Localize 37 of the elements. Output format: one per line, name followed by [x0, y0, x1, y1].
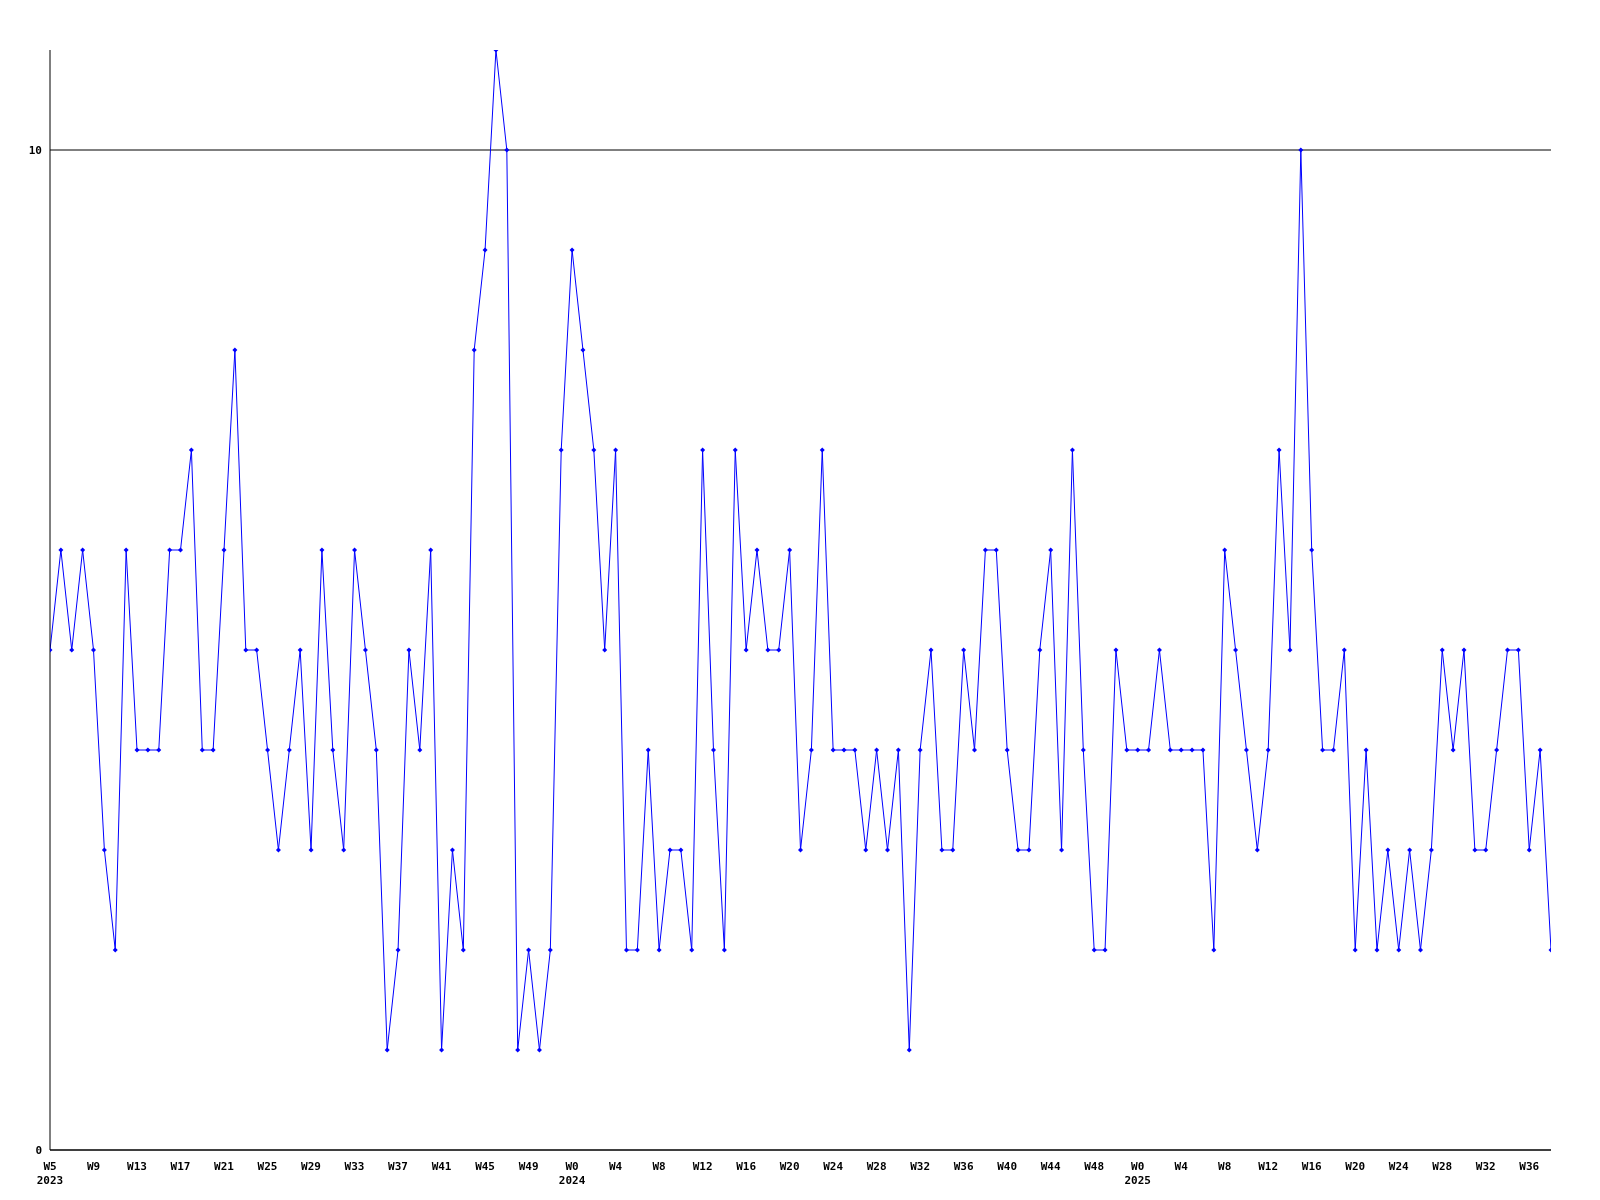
- x-tick-label: W17: [170, 1160, 191, 1173]
- x-tick-label: W12: [692, 1160, 713, 1173]
- x-tick-label: W41: [431, 1160, 452, 1173]
- x-tick-label: W24: [1388, 1160, 1410, 1173]
- x-tick-label: W12: [1258, 1160, 1279, 1173]
- x-tick-label: W9: [86, 1160, 101, 1173]
- x-tick-label: W37: [388, 1160, 408, 1173]
- x-tick-label: W8: [652, 1160, 666, 1173]
- x-tick-label: W13: [127, 1160, 147, 1173]
- x-tick-label: W20: [779, 1160, 800, 1173]
- x-tick-label: W4: [608, 1160, 623, 1173]
- x-tick-label: W8: [1218, 1160, 1232, 1173]
- x-tick-label: W36: [1519, 1160, 1540, 1173]
- x-tick-label: W40: [997, 1160, 1018, 1173]
- x-tick-label: W5 2023: [36, 1160, 64, 1187]
- x-tick-label: W28: [866, 1160, 887, 1173]
- x-tick-label: W24: [823, 1160, 844, 1173]
- y-tick-label: 0: [35, 1143, 42, 1157]
- x-tick-label: W0 2025: [1124, 1160, 1151, 1187]
- x-tick-label: W16: [1301, 1160, 1323, 1173]
- x-tick-label: W36: [953, 1160, 974, 1173]
- x-tick-label: W49: [518, 1160, 539, 1173]
- x-tick-label: W29: [301, 1160, 321, 1173]
- x-tick-label: W20: [1345, 1160, 1366, 1173]
- x-tick-label: W32: [1475, 1160, 1496, 1173]
- x-tick-label: W45: [475, 1160, 496, 1173]
- x-tick-label: W4: [1174, 1160, 1189, 1173]
- y-tick-label: 10: [28, 143, 42, 157]
- x-tick-label: W32: [910, 1160, 931, 1173]
- x-tick-label: W25: [257, 1160, 278, 1173]
- x-tick-label: W0 2024: [558, 1160, 586, 1187]
- x-tick-label: W28: [1432, 1160, 1453, 1173]
- x-tick-label: W33: [344, 1160, 365, 1173]
- x-tick-label: W48: [1084, 1160, 1105, 1173]
- x-tick-label: W44: [1040, 1160, 1061, 1173]
- x-tick-label: W16: [736, 1160, 757, 1173]
- x-tick-label: W21: [214, 1160, 235, 1173]
